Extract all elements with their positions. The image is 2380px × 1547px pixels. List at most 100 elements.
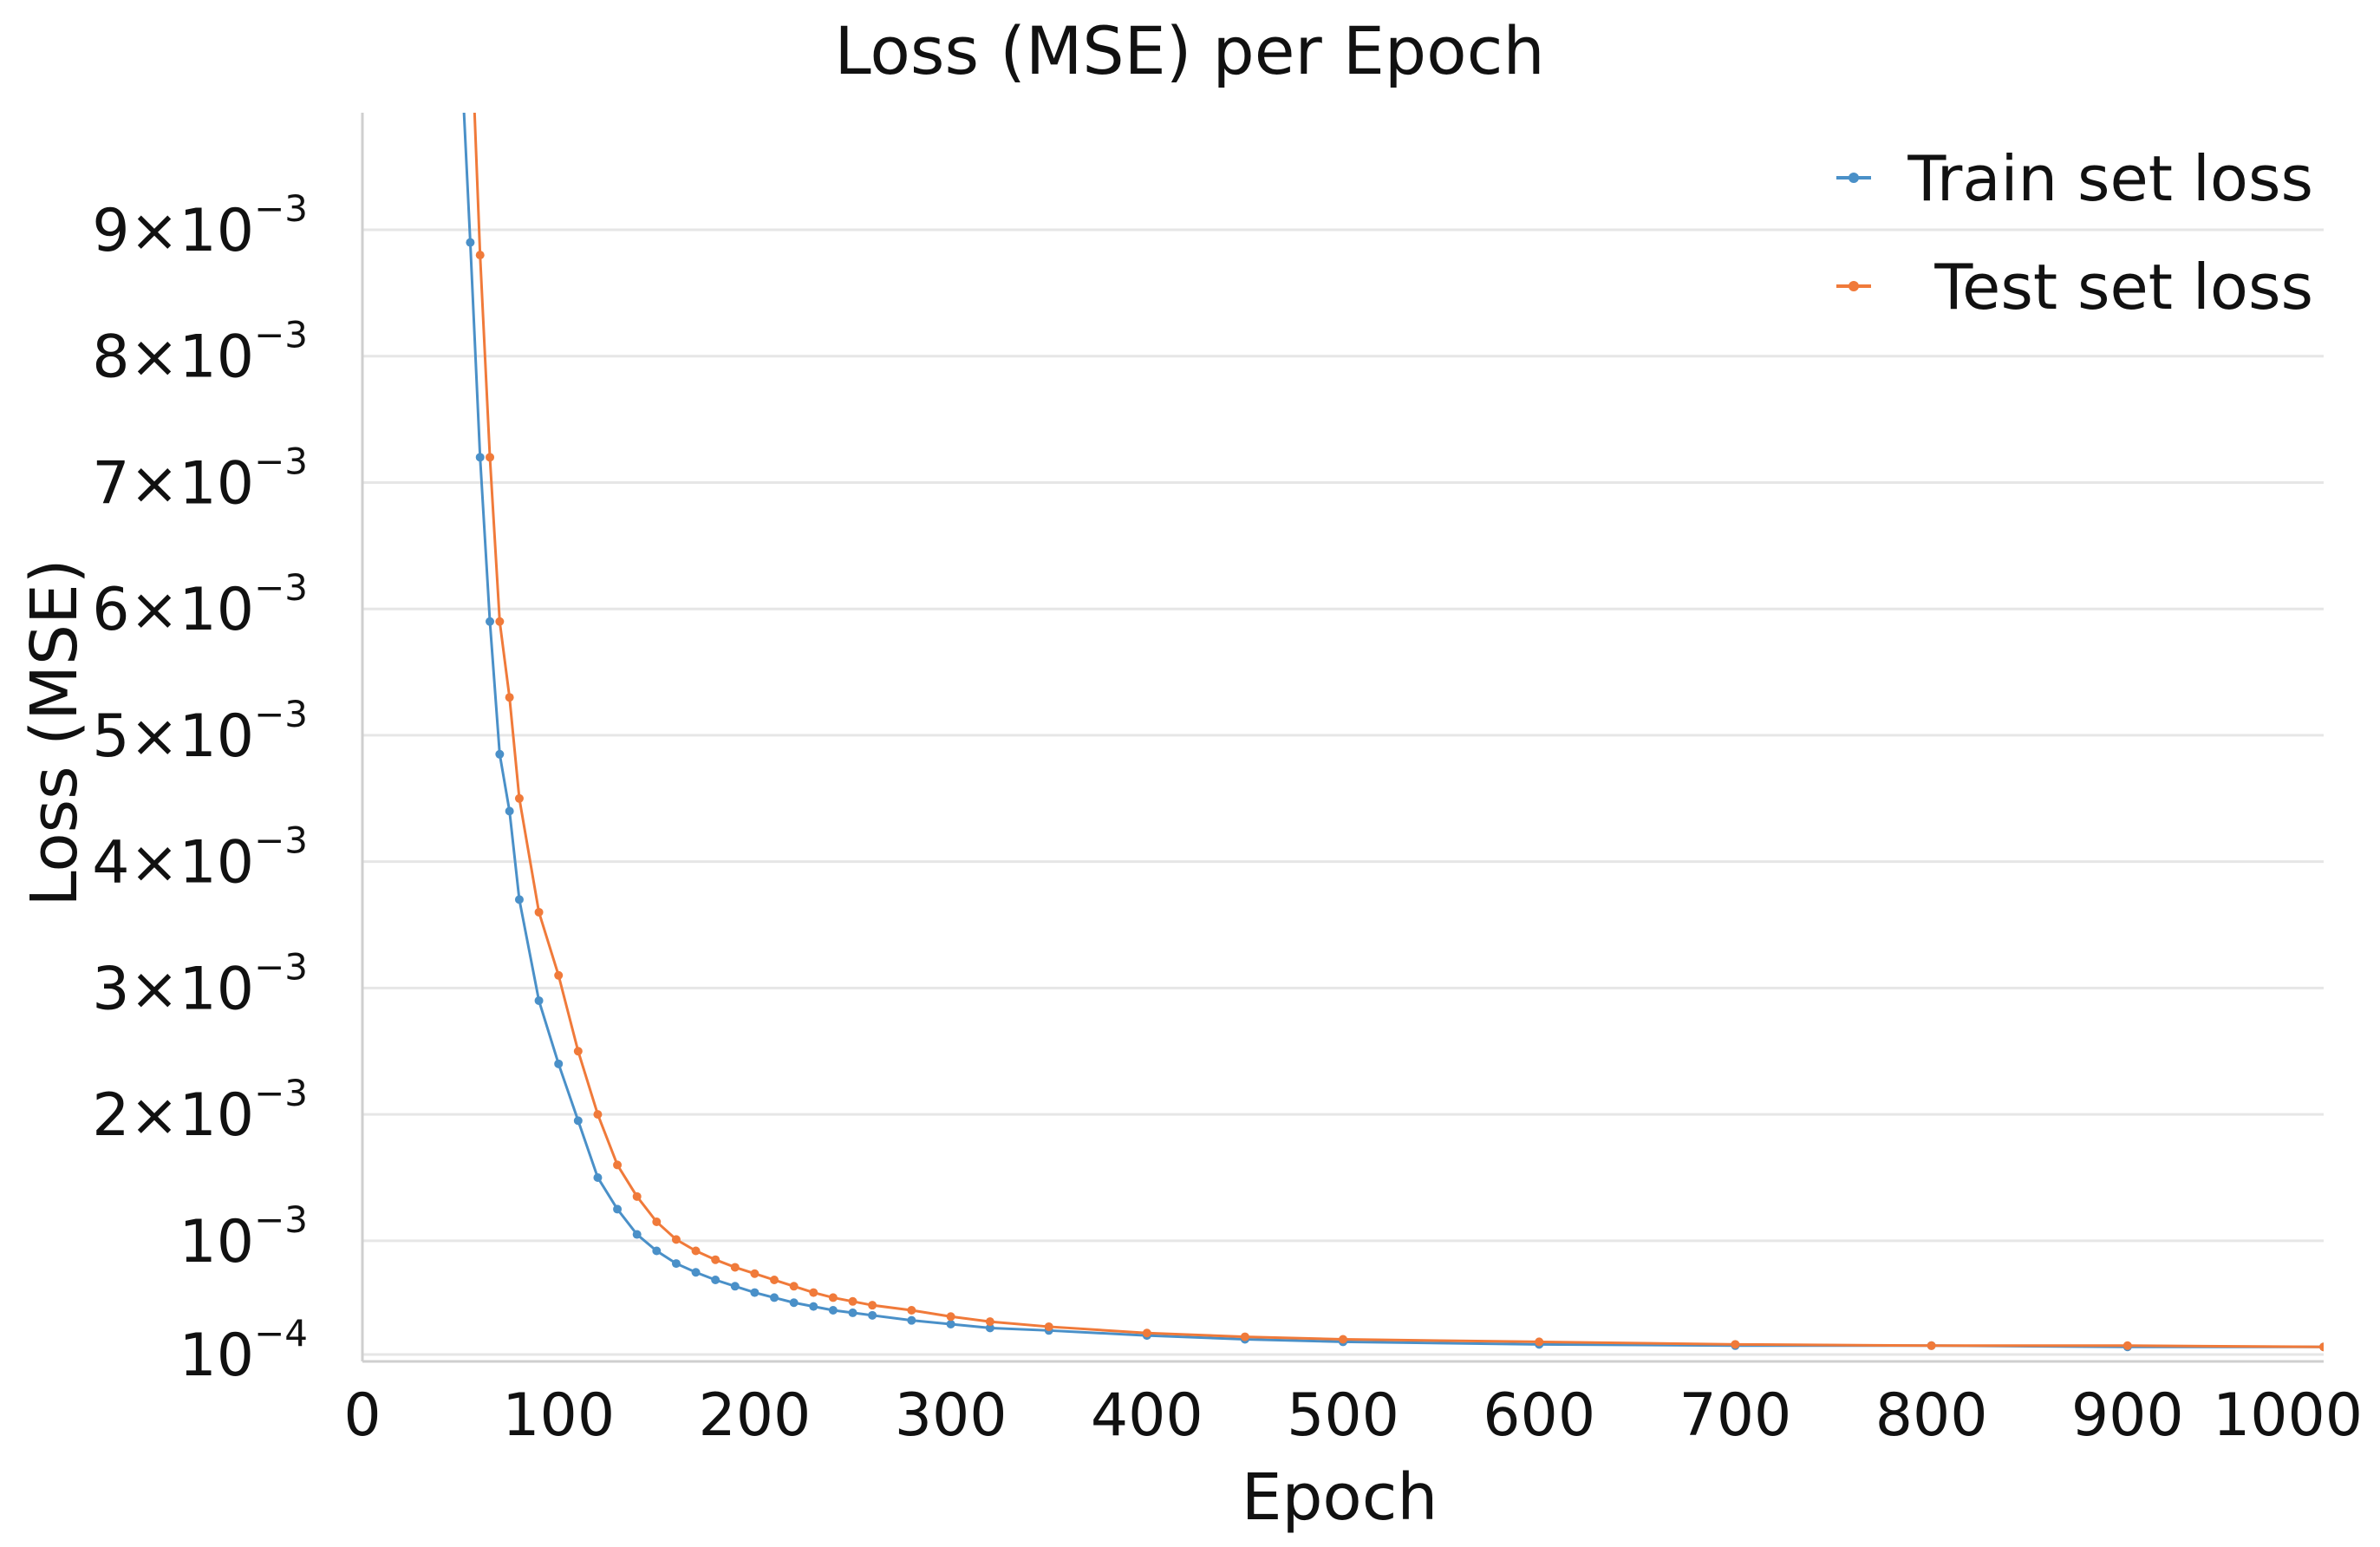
data-point <box>486 617 495 626</box>
data-point <box>554 1059 564 1068</box>
series-test <box>466 0 2324 1352</box>
data-point <box>985 1317 994 1327</box>
data-point <box>505 806 514 816</box>
data-point <box>1535 1337 1544 1347</box>
y-tick-label: 10−3 <box>179 1198 308 1276</box>
y-tick-label: 10−4 <box>179 1312 308 1390</box>
data-point <box>730 1263 740 1272</box>
chart-title: Loss (MSE) per Epoch <box>834 12 1544 89</box>
data-point <box>466 238 475 247</box>
data-point <box>495 617 505 626</box>
data-point <box>534 995 544 1005</box>
data-point <box>573 1047 583 1056</box>
x-axis-ticks: 0 100 200 300 400 500 600 700 800 900 1000 <box>343 1381 2363 1450</box>
x-tick-label: 900 <box>2071 1381 2184 1450</box>
x-tick-label: 400 <box>1091 1381 1203 1450</box>
data-point <box>505 693 514 702</box>
y-tick-label: 7×10−3 <box>92 440 308 518</box>
data-point <box>868 1301 877 1310</box>
x-tick-label: 500 <box>1287 1381 1399 1450</box>
data-point <box>514 895 524 904</box>
legend-label: Train set loss <box>1907 142 2313 215</box>
data-point <box>632 1230 642 1239</box>
data-point <box>789 1282 799 1291</box>
x-tick-label: 1000 <box>2213 1381 2363 1450</box>
legend-swatch-marker <box>1849 173 1859 183</box>
data-point <box>1731 1340 1740 1349</box>
data-point <box>907 1315 916 1325</box>
data-point <box>2122 1341 2132 1350</box>
data-point <box>1044 1322 1053 1331</box>
data-point <box>828 1293 838 1302</box>
data-point <box>809 1288 818 1297</box>
data-point <box>671 1259 681 1269</box>
data-point <box>750 1269 760 1278</box>
data-point <box>2319 1342 2324 1352</box>
x-tick-label: 0 <box>343 1381 381 1450</box>
data-point <box>534 907 544 917</box>
data-point <box>828 1305 838 1315</box>
x-tick-label: 300 <box>895 1381 1007 1450</box>
data-point <box>985 1323 994 1333</box>
y-tick-label: 6×10−3 <box>92 566 308 644</box>
x-axis-label: Epoch <box>1242 1460 1438 1535</box>
grid-lines <box>362 228 2324 1356</box>
data-point <box>946 1312 955 1322</box>
data-point <box>475 251 485 260</box>
y-tick-label: 9×10−3 <box>92 187 308 265</box>
data-point <box>946 1320 955 1329</box>
data-point <box>907 1305 916 1315</box>
series-line <box>473 113 2324 1348</box>
data-point <box>671 1235 681 1244</box>
data-point <box>770 1293 779 1302</box>
axes <box>361 113 2324 1363</box>
data-point <box>554 970 564 980</box>
data-point <box>691 1246 701 1256</box>
data-point <box>593 1110 603 1119</box>
series-line <box>462 113 2324 1348</box>
data-point <box>613 1204 623 1214</box>
series-train <box>462 113 2324 1352</box>
x-tick-label: 200 <box>699 1381 812 1450</box>
data-point <box>730 1282 740 1291</box>
data-point <box>652 1246 662 1256</box>
data-point <box>514 793 524 803</box>
data-point <box>1142 1328 1151 1338</box>
data-point <box>868 1310 877 1320</box>
x-tick-label: 800 <box>1875 1381 1988 1450</box>
y-axis-ticks: 10−4 10−3 2×10−3 3×10−3 4×10−3 5×10−3 6×10−3 7×… <box>92 187 308 1390</box>
series-layer <box>462 0 2324 1352</box>
legend: Train set loss Test set loss <box>1836 142 2313 323</box>
data-point <box>1240 1332 1249 1341</box>
data-point <box>573 1116 583 1126</box>
data-point <box>495 749 505 759</box>
data-point <box>1339 1335 1347 1344</box>
legend-item: Test set loss <box>1836 251 2313 323</box>
legend-swatch-marker <box>1849 281 1859 291</box>
data-point <box>711 1276 721 1285</box>
x-tick-label: 600 <box>1483 1381 1595 1450</box>
data-point <box>770 1276 779 1285</box>
data-point <box>486 453 495 462</box>
y-tick-label: 8×10−3 <box>92 314 308 392</box>
data-point <box>632 1191 642 1201</box>
y-axis-label: Loss (MSE) <box>17 558 92 906</box>
data-point <box>809 1302 818 1311</box>
data-point <box>691 1268 701 1277</box>
y-tick-label: 4×10−3 <box>92 819 308 898</box>
y-tick-label: 5×10−3 <box>92 693 308 771</box>
data-point <box>750 1288 760 1297</box>
data-point <box>593 1172 603 1182</box>
y-tick-label: 2×10−3 <box>92 1072 308 1150</box>
y-tick-label: 3×10−3 <box>92 945 308 1023</box>
data-point <box>652 1217 662 1226</box>
data-point <box>848 1296 857 1306</box>
legend-label: Test set loss <box>1933 251 2313 323</box>
data-point <box>848 1308 857 1317</box>
data-point <box>466 0 474 7</box>
data-point <box>613 1160 623 1170</box>
data-point <box>711 1255 721 1264</box>
data-point <box>475 453 485 462</box>
x-tick-label: 100 <box>502 1381 615 1450</box>
